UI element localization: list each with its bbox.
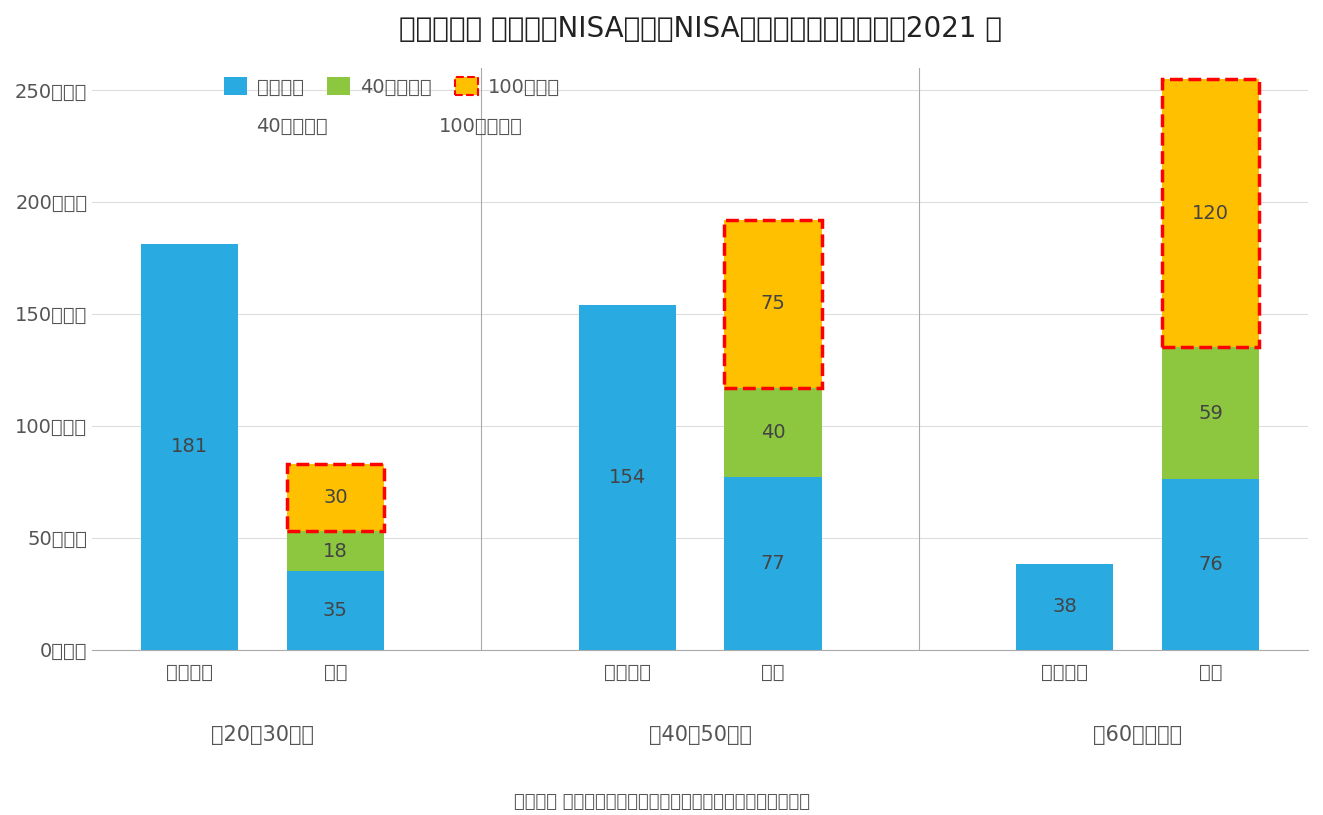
Text: 59: 59	[1199, 404, 1224, 423]
Text: 76: 76	[1199, 555, 1224, 574]
Text: 77: 77	[761, 554, 786, 573]
Text: 35: 35	[323, 601, 348, 620]
Bar	[287, 571, 384, 650]
Bar	[725, 388, 822, 477]
Text: 40万円以下: 40万円以下	[257, 117, 328, 136]
Text: Ｃ60歳代以上: Ｃ60歳代以上	[1093, 725, 1183, 745]
Bar	[1162, 479, 1259, 650]
Bar	[725, 220, 822, 388]
Bar	[578, 305, 676, 650]
Bar	[1162, 347, 1259, 479]
Text: 120: 120	[1192, 204, 1229, 222]
Bar	[287, 464, 384, 531]
Text: （資料） 金融庁公表資料より作成。買付があった口座のみ。: （資料） 金融庁公表資料より作成。買付があった口座のみ。	[513, 793, 810, 811]
Legend: ０円超、, 40万円超、, 100万円超: ０円超、, 40万円超、, 100万円超	[224, 77, 560, 97]
Text: 154: 154	[609, 468, 646, 487]
Bar	[1162, 79, 1259, 347]
Text: 18: 18	[323, 541, 348, 561]
Bar	[1016, 565, 1114, 650]
Bar	[1162, 79, 1259, 347]
Text: Ｃ20・30歳代: Ｃ20・30歳代	[210, 725, 314, 745]
Text: 38: 38	[1053, 597, 1077, 616]
Text: 181: 181	[171, 438, 208, 456]
Bar	[140, 244, 238, 650]
Bar	[725, 477, 822, 650]
Title: 》図表２》 つみたてNISAと一舮NISAの買付額別の口座数：2021 年: 》図表２》 つみたてNISAと一舮NISAの買付額別の口座数：2021 年	[398, 15, 1002, 43]
Bar	[287, 464, 384, 531]
Text: 30: 30	[323, 488, 348, 507]
Bar	[725, 220, 822, 388]
Text: 100万円以下: 100万円以下	[439, 117, 523, 136]
Text: 75: 75	[761, 294, 786, 313]
Text: Ｃ40・50歳代: Ｃ40・50歳代	[648, 725, 751, 745]
Bar	[287, 531, 384, 571]
Text: 40: 40	[761, 423, 786, 442]
